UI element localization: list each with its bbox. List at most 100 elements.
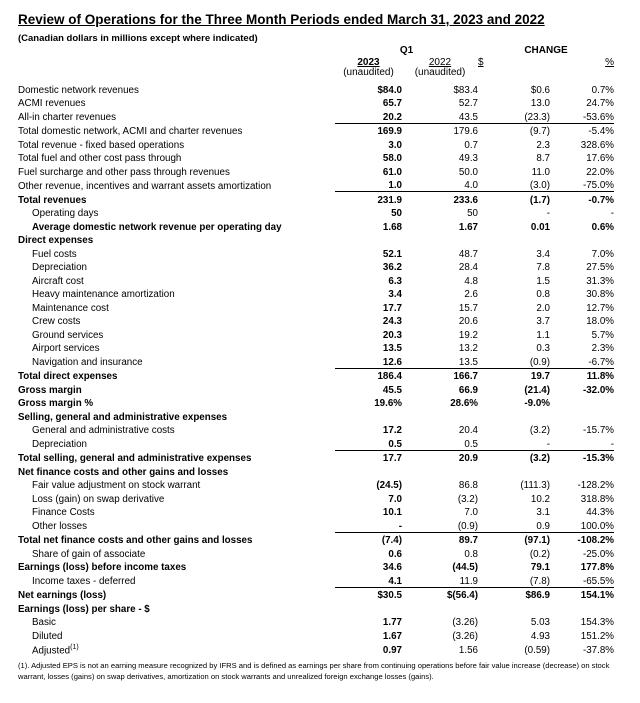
cell: $0.6 [530,84,550,96]
row-label-text: Navigation and insurance [32,357,143,368]
table-row: Operating days 50 50 - - [18,206,614,219]
cell: 1.1 [536,329,550,341]
cell: 0.5 [464,438,478,450]
table-row: All-in charter revenues 20.2 43.5 (23.3) -53… [18,109,614,124]
cell: 186.4 [335,367,402,382]
table-row: ACMI revenues 65.7 52.7 13.0 24.7% [18,96,614,109]
cell [335,409,402,423]
row-label-text: Diluted [32,630,63,642]
cell: 166.7 [402,367,478,382]
cell [550,601,614,615]
cell: 13.5 [382,343,402,354]
row-label: Adjusted(1) [18,642,335,656]
cell: 3.4 [536,248,550,260]
cell: 8.7 [536,153,550,164]
table-row: Total domestic network, ACMI and charter… [18,122,614,137]
cell: 0.6 [388,548,402,560]
row-label: Selling, general and administrative expe… [18,409,335,423]
cell: -25.0% [582,548,614,560]
row-label-text: Average domestic network revenue per ope… [32,221,282,233]
cell: 10.2 [530,493,550,505]
cell [335,464,402,478]
table-row: Total revenues 231.9 233.6 (1.7) -0.7% [18,191,614,206]
cell: -53.6% [582,111,614,123]
cell: -0.7% [550,191,614,206]
row-label: Airport services [18,341,335,354]
cell [402,464,478,478]
table-row: Net finance costs and other gains and lo… [18,464,614,478]
cell: 318.8% [580,493,614,505]
row-label: Other revenue, incentives and warrant as… [18,178,335,192]
cell: 1.68 [382,221,402,233]
cell: $86.9 [478,586,550,601]
cell: $30.5 [335,586,402,601]
row-label-text: Finance Costs [32,507,95,518]
cell [335,601,402,615]
column-header: 2023 (unaudited) [335,58,402,78]
group-header: CHANGE [524,45,568,56]
row-label: Depreciation [18,436,335,450]
cell: 1.56 [458,644,478,656]
row-label: Earnings (loss) before income taxes [18,560,335,573]
row-label: Other losses [18,518,335,532]
table-row: Fair value adjustment on stock warrant (2… [18,478,615,491]
cell: 24.3 [382,316,402,327]
cell: 12.7% [586,302,614,314]
table-row: Loss (gain) on swap derivative 7.0 (3.2) 10… [18,491,614,505]
cell: 4.8 [464,275,478,287]
cell: - [610,208,614,219]
row-label-text: Net earnings (loss) [18,590,107,601]
cell: (0.59) [524,644,550,656]
table-row: Other revenue, incentives and warrant as… [18,178,614,192]
table-row: Basic 1.77 (3.26) 5.03 154.3% [18,615,614,628]
row-label-text: Operating days [32,208,99,219]
cell: 19.2 [458,329,478,341]
cell: 11.9 [459,575,478,587]
table-row: Total revenue - fixed based operations 3.… [18,137,614,151]
cell: 0.01 [530,221,550,233]
cell: 177.8% [580,562,614,573]
table-row: Gross margin % 19.6% 28.6% -9.0% [18,396,614,409]
row-label-text: Depreciation [32,439,88,450]
cell: - [546,208,550,219]
row-label: Average domestic network revenue per ope… [18,219,335,233]
cell: 17.6% [586,153,614,164]
cell: (3.26) [452,630,478,642]
cell: 20.3 [382,329,402,341]
row-label: Fuel surcharge and other pass through re… [18,164,335,178]
cell: 28.4 [458,262,478,273]
cell: 17.7 [335,449,402,464]
cell: (0.9) [529,356,550,368]
cell: 7.0% [591,248,614,260]
table-row: Average domestic network revenue per ope… [18,219,614,233]
column-label: $ [478,57,484,68]
footnote-ref: (1) [70,643,79,651]
cell [478,601,550,615]
row-label: Earnings (loss) per share - $ [18,601,335,615]
cell: (21.4) [524,384,550,396]
table-row: Gross margin 45.5 66.9 (21.4) -32.0% [18,382,614,396]
cell: 13.5 [458,356,478,368]
cell: 4.93 [530,630,550,642]
cell: 12.6 [382,356,402,368]
table-row: Navigation and insurance 12.6 13.5 (0.9) -6.… [18,354,614,369]
table-row: Total net finance costs and other gains … [18,531,614,546]
column-label: 2023 [357,57,380,68]
cell: 3.7 [536,316,550,327]
cell: (3.2) [529,425,550,436]
cell: 17.7 [382,302,402,314]
row-label: Total fuel and other cost pass through [18,151,335,164]
table-row: Finance Costs 10.1 7.0 3.1 44.3% [18,505,614,518]
row-label: Total revenue - fixed based operations [18,137,335,151]
cell: 58.0 [382,153,402,164]
row-label-text: Earnings (loss) per share - $ [18,603,150,615]
table-row: Selling, general and administrative expe… [18,409,614,423]
cell: -128.2% [577,480,615,491]
cell: 231.9 [335,191,402,206]
cell: 3.1 [536,507,550,518]
cell: -75.0% [582,180,614,191]
table-row: General and administrative costs 17.2 20.4… [18,423,614,436]
cell: 169.9 [335,122,402,137]
cell: 61.0 [382,166,402,178]
